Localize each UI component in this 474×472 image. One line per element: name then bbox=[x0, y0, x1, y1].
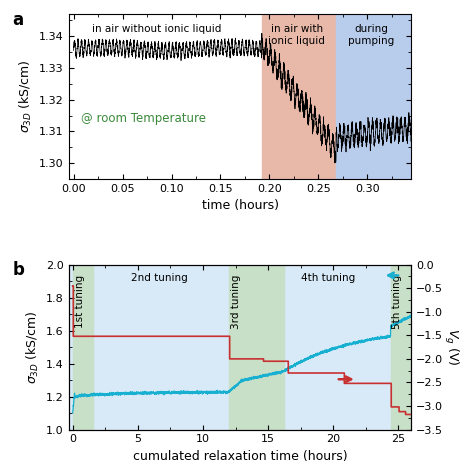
X-axis label: cumulated relaxation time (hours): cumulated relaxation time (hours) bbox=[133, 450, 347, 463]
Text: in air with
ionic liquid: in air with ionic liquid bbox=[268, 24, 325, 46]
X-axis label: time (hours): time (hours) bbox=[201, 199, 279, 212]
Text: during
pumping: during pumping bbox=[348, 24, 394, 46]
Text: 3rd tuning: 3rd tuning bbox=[231, 275, 241, 329]
Text: a: a bbox=[12, 11, 23, 29]
Bar bbox=[262, 14, 336, 179]
Text: 1st tuning: 1st tuning bbox=[74, 275, 84, 328]
Text: @ room Temperature: @ room Temperature bbox=[82, 112, 207, 125]
Text: 2nd tuning: 2nd tuning bbox=[131, 273, 188, 283]
Text: 5th tuning: 5th tuning bbox=[392, 275, 402, 329]
Y-axis label: $\sigma_{3D}$ (kS/cm): $\sigma_{3D}$ (kS/cm) bbox=[18, 60, 34, 133]
Bar bbox=[229, 265, 284, 430]
Y-axis label: $V_g$ (V): $V_g$ (V) bbox=[442, 328, 460, 366]
Text: 4th tuning: 4th tuning bbox=[301, 273, 355, 283]
Y-axis label: $\sigma_{3D}$ (kS/cm): $\sigma_{3D}$ (kS/cm) bbox=[25, 311, 41, 384]
Bar bbox=[336, 14, 411, 179]
Text: b: b bbox=[12, 261, 24, 279]
Bar bbox=[73, 265, 93, 430]
Text: in air without ionic liquid: in air without ionic liquid bbox=[92, 24, 221, 34]
Bar bbox=[391, 265, 411, 430]
